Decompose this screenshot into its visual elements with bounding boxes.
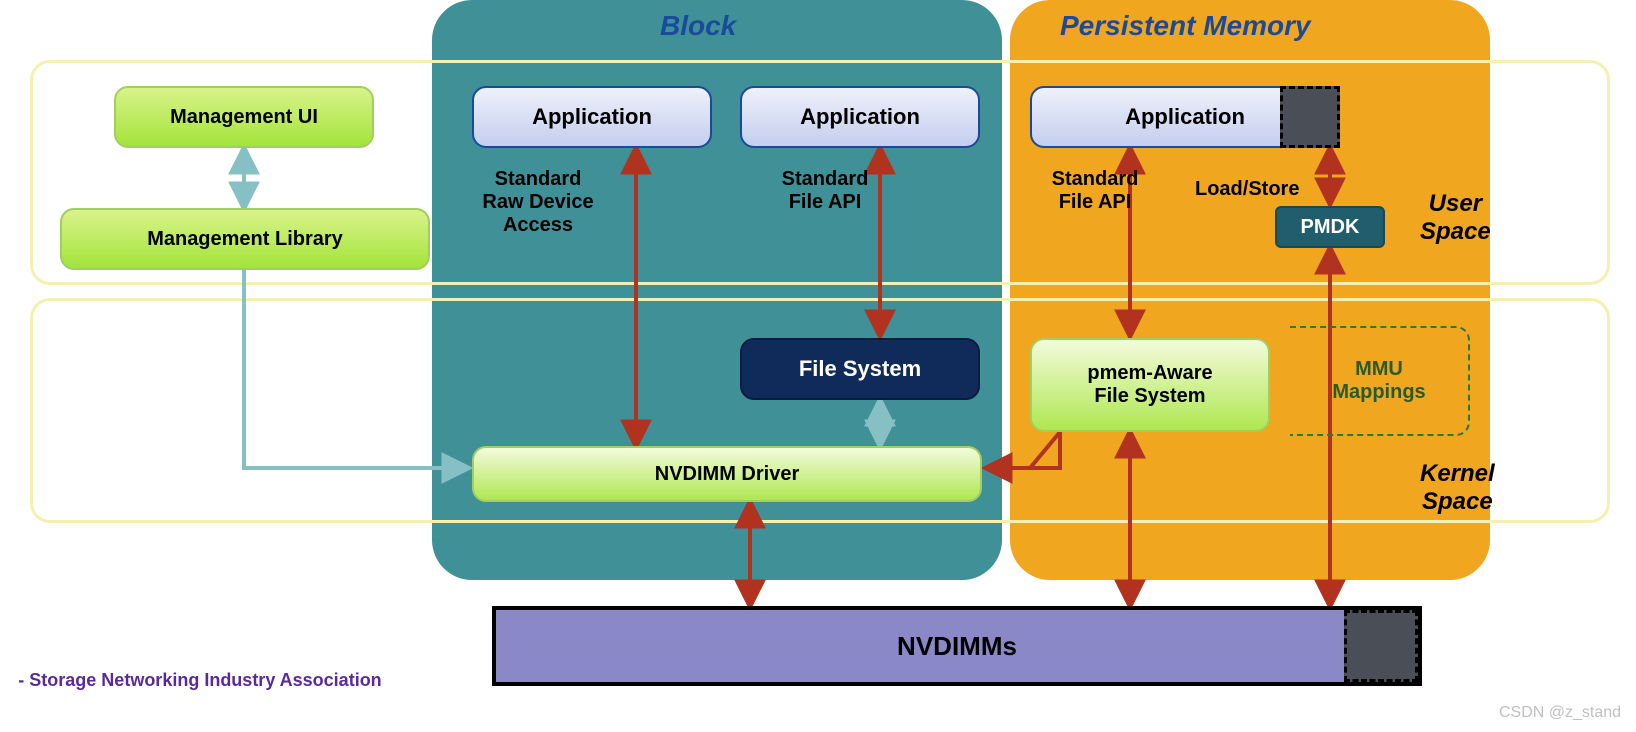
box-label: MMUMappings (1332, 358, 1425, 404)
box-label: File System (799, 356, 921, 382)
label-std-file2: StandardFile API (1030, 168, 1160, 214)
box-label: Application (800, 104, 920, 130)
box-pmem-fs: pmem-AwareFile System (1030, 338, 1270, 432)
box-mgmt-ui: Management UI (114, 86, 374, 148)
box-app1: Application (472, 86, 712, 148)
label-csdn: CSDN @z_stand (1480, 704, 1636, 722)
kernel-space-label: KernelSpace (1420, 460, 1495, 516)
box-app2: Application (740, 86, 980, 148)
box-nvdimm-drv: NVDIMM Driver (472, 446, 982, 502)
box-label: NVDIMMs (897, 631, 1017, 662)
box-mmu: MMUMappings (1290, 326, 1470, 436)
label-std-file1: StandardFile API (760, 168, 890, 214)
box-label: Application (1125, 104, 1245, 130)
label-std-raw: StandardRaw DeviceAccess (458, 168, 618, 237)
box-label: NVDIMM Driver (655, 463, 799, 486)
box-mgmt-lib: Management Library (60, 208, 430, 270)
header-block: Block (660, 10, 736, 42)
box-pmdk: PMDK (1275, 206, 1385, 248)
box-nvdimms: NVDIMMs (492, 606, 1422, 686)
box-app3-shade (1280, 86, 1340, 148)
label-loadstore: Load/Store (1195, 178, 1325, 201)
box-label: Management Library (147, 228, 343, 251)
user-space-label: UserSpace (1420, 190, 1491, 246)
label-snia: - Storage Networking Industry Associatio… (0, 670, 400, 691)
box-label: Management UI (170, 106, 318, 129)
box-filesystem: File System (740, 338, 980, 400)
box-label: PMDK (1301, 216, 1360, 239)
box-label: Application (532, 104, 652, 130)
box-nvdimms-shade (1344, 610, 1418, 682)
box-label: pmem-AwareFile System (1087, 362, 1212, 408)
header-pmem: Persistent Memory (1060, 10, 1311, 42)
